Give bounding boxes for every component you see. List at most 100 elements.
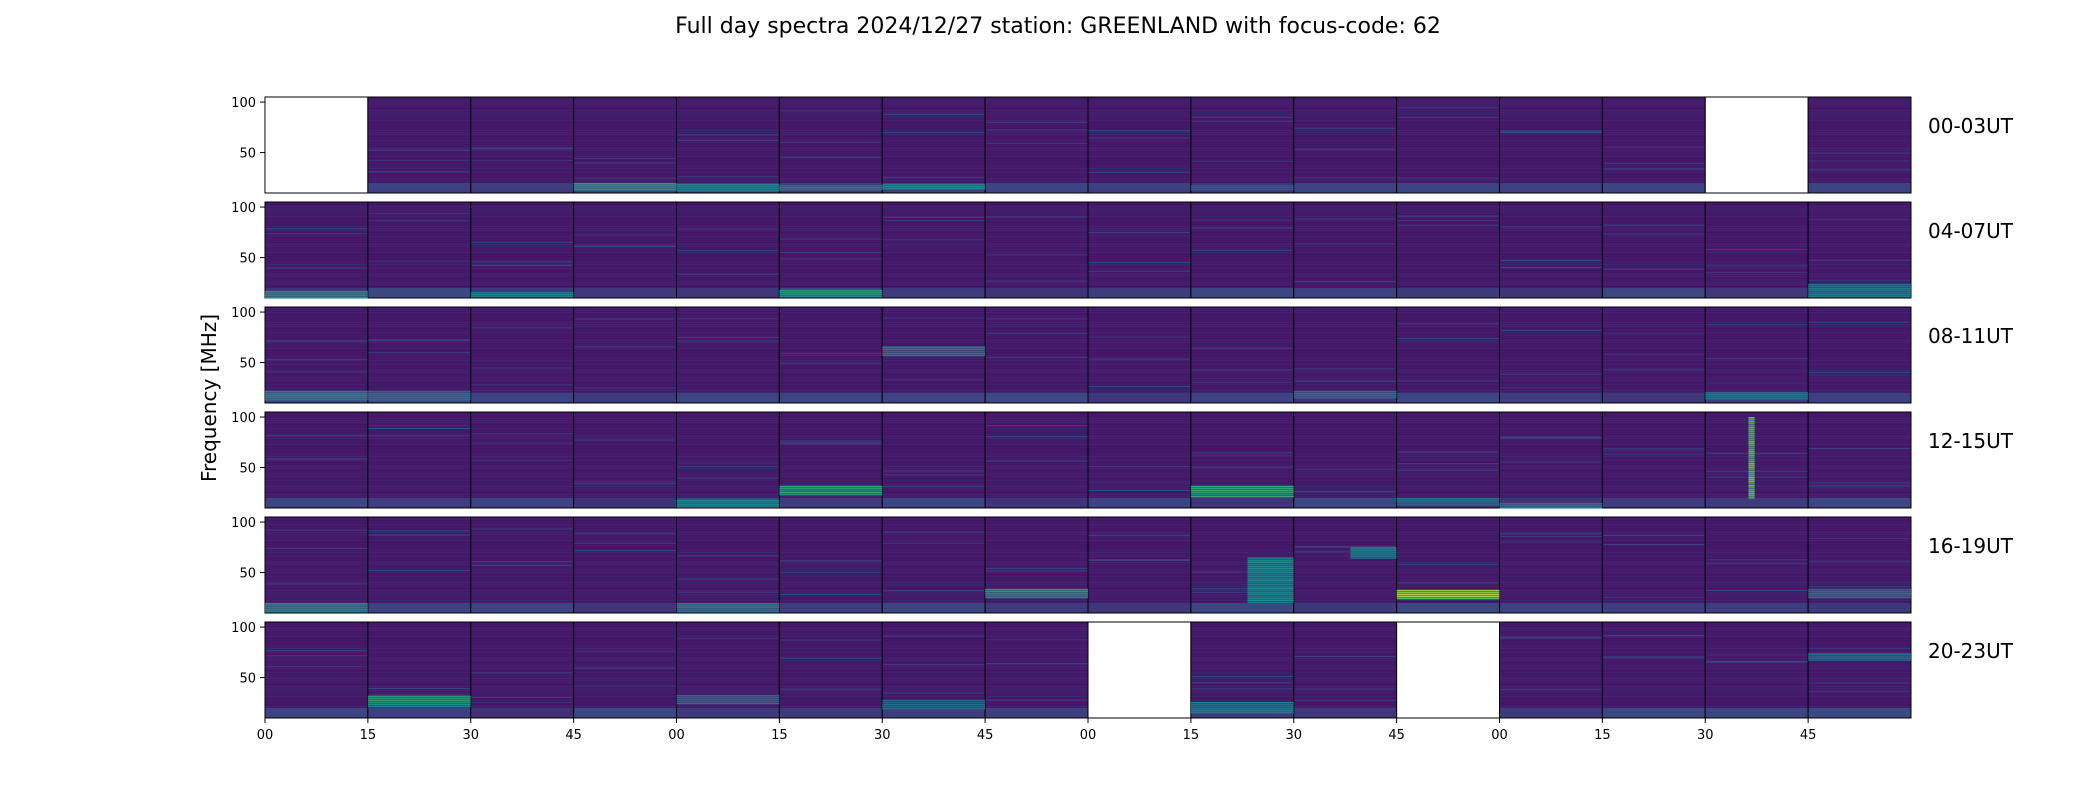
low-band <box>985 707 1088 718</box>
spectral-event <box>779 485 883 496</box>
rfi-line <box>1088 481 1191 483</box>
rfi-line <box>985 460 1088 462</box>
rfi-line <box>265 267 368 269</box>
spectrum-panel <box>573 201 677 299</box>
rfi-line <box>882 664 986 666</box>
low-band <box>1602 392 1706 403</box>
spectrum-panel <box>1190 411 1295 509</box>
rfi-line <box>265 233 368 235</box>
rfi-line <box>882 635 986 637</box>
rfi-line <box>1499 373 1603 375</box>
rfi-line <box>1293 491 1397 493</box>
x-tick-label: 15 <box>360 728 377 743</box>
low-band <box>1190 392 1294 403</box>
rfi-line <box>779 442 883 444</box>
rfi-line <box>573 387 677 389</box>
rfi-line <box>882 239 986 241</box>
spectrum-panel <box>1499 96 1603 194</box>
spectrum-panel <box>367 411 472 509</box>
rfi-line <box>1293 491 1397 493</box>
rfi-line <box>367 534 471 536</box>
spectrum-panel <box>264 306 369 404</box>
rfi-line <box>1396 220 1500 222</box>
low-band <box>1808 182 1911 193</box>
rfi-line <box>1705 324 1809 326</box>
rfi-line <box>1499 688 1603 690</box>
rfi-line <box>470 565 574 567</box>
rfi-line <box>573 346 677 348</box>
rfi-line <box>1088 535 1191 537</box>
rfi-line <box>470 384 574 386</box>
spectral-event <box>985 588 1088 599</box>
spectrum-panel <box>984 411 1089 509</box>
spectrum-panel-empty <box>1396 621 1500 719</box>
low-band <box>985 182 1088 193</box>
spectrum-panel <box>676 306 780 404</box>
rfi-line <box>779 572 883 574</box>
spectrum-panel <box>1601 201 1706 299</box>
low-band <box>985 602 1088 613</box>
low-band <box>1602 497 1706 508</box>
spectral-event <box>676 499 780 508</box>
spectral-event <box>1705 391 1809 400</box>
spectral-event <box>676 694 780 705</box>
rfi-line <box>1499 461 1603 463</box>
rfi-line <box>1088 466 1191 468</box>
spectral-event <box>1293 390 1397 399</box>
spectral-event <box>1190 184 1294 191</box>
low-band <box>985 392 1088 403</box>
spectrum-panel <box>881 411 986 509</box>
x-axis: 00 15 30 45 00 15 30 45 00 15 30 45 00 15 30 45 <box>257 718 1817 743</box>
spectrum-panel <box>1807 516 1912 614</box>
spectrum-panel <box>1293 621 1398 719</box>
rfi-line <box>1293 218 1397 220</box>
rfi-line <box>985 216 1088 218</box>
x-tick-label: 45 <box>1800 728 1817 743</box>
rfi-line <box>367 220 471 222</box>
spectrum-panel-empty <box>1704 96 1809 194</box>
rfi-line <box>1088 336 1191 338</box>
rfi-line <box>1088 130 1191 132</box>
rfi-line <box>1808 682 1911 684</box>
spectrum-panel <box>881 201 986 299</box>
spectral-event <box>1190 485 1294 498</box>
rfi-line <box>367 171 471 173</box>
low-band <box>1293 602 1397 613</box>
low-band <box>1396 287 1500 298</box>
rfi-line <box>779 355 883 357</box>
rfi-line <box>1190 160 1294 162</box>
rfi-line <box>779 657 883 659</box>
x-tick-label: 00 <box>1491 728 1508 743</box>
rfi-line <box>1293 148 1397 150</box>
rfi-line <box>1293 655 1397 657</box>
y-axis-label: Frequency [MHz] <box>197 314 221 482</box>
rfi-line <box>265 650 368 652</box>
spectral-event <box>1499 502 1603 509</box>
low-band <box>1293 497 1397 508</box>
row-label: 08-11UT <box>1928 324 2014 348</box>
rfi-line <box>1808 647 1911 649</box>
rfi-line <box>470 442 574 444</box>
rfi-line <box>1808 485 1911 487</box>
spectrum-panel <box>1293 96 1398 194</box>
spectrum-panel <box>1499 306 1603 404</box>
row-label: 04-07UT <box>1928 219 2014 243</box>
low-band <box>367 707 471 718</box>
rfi-line <box>1293 688 1397 690</box>
spectrum-panel <box>573 411 677 509</box>
spectrum-panel <box>778 201 883 299</box>
rfi-line <box>676 318 780 320</box>
rfi-line <box>985 663 1088 665</box>
low-band <box>470 497 574 508</box>
spectrum-panel <box>1499 516 1603 614</box>
rfi-line <box>1602 534 1706 536</box>
spectrum-panel <box>367 621 472 719</box>
rfi-line <box>1602 450 1706 452</box>
panel-grid: 100 50 00-03UT 100 50 04-07UT 100 50 08-11UT 100 5… <box>231 96 2014 743</box>
spectrum-panel <box>1087 201 1192 299</box>
spectrum-panel <box>573 621 677 719</box>
rfi-line <box>1808 560 1911 562</box>
low-band <box>1190 602 1294 613</box>
rfi-line <box>1088 386 1191 388</box>
rfi-line <box>1808 371 1911 373</box>
